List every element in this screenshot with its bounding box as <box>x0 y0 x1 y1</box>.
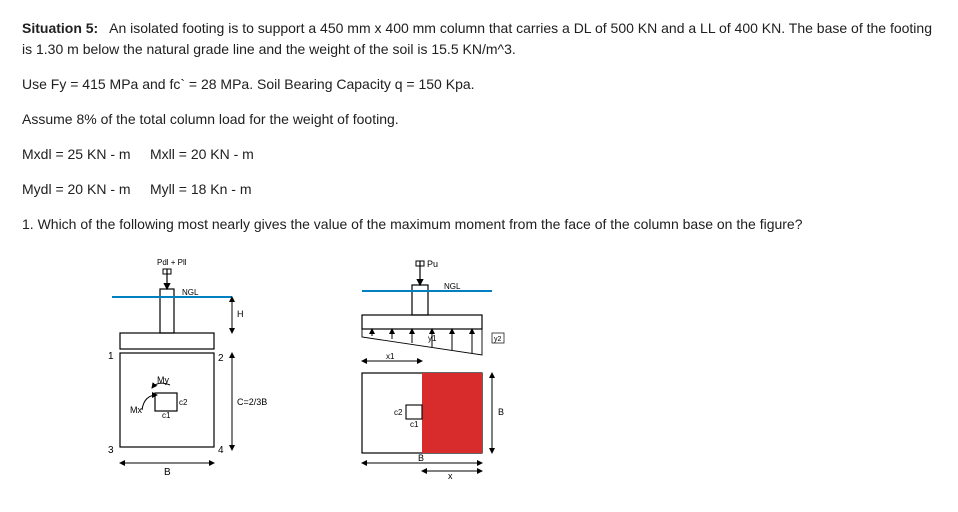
my-line: Mydl = 20 KN - m Myll = 18 Kn - m <box>22 179 936 200</box>
fig2-b-right-label: B <box>498 407 504 417</box>
intro-paragraph-1: Situation 5: An isolated footing is to s… <box>22 18 936 60</box>
intro-paragraph-2: Use Fy = 415 MPa and fc` = 28 MPa. Soil … <box>22 74 936 95</box>
situation-label: Situation 5: <box>22 20 98 36</box>
intro-paragraph-3: Assume 8% of the total column load for t… <box>22 109 936 130</box>
intro-text-1: An isolated footing is to support a 450 … <box>22 20 932 57</box>
fig2-y1-label: y1 <box>428 334 437 343</box>
fig1-mx-label: Mx <box>130 405 142 415</box>
fig2-pu-label: Pu <box>427 259 438 269</box>
fig1-b-label: B <box>164 467 171 478</box>
fig1-h-label: H <box>237 309 244 319</box>
figure-pressure: Pu NGL y1 y2 x1 <box>322 255 532 480</box>
fig1-c2-label: c2 <box>179 398 188 407</box>
fig1-c-label: C=2/3B <box>237 397 267 407</box>
fig2-c2-label: c2 <box>394 408 403 417</box>
fig2-y2-label: y2 <box>494 336 502 343</box>
fig1-top-label: Pdl + Pll <box>157 258 187 267</box>
fig2-x1-label: x1 <box>386 352 395 361</box>
fig1-my-label: My <box>157 375 169 385</box>
mx-line: Mxdl = 25 KN - m Mxll = 20 KN - m <box>22 144 936 165</box>
fig1-ngl-label: NGL <box>182 288 199 297</box>
fig1-n4: 4 <box>218 445 224 456</box>
fig2-c1-label: c1 <box>410 420 419 429</box>
fig1-n2: 2 <box>218 353 224 364</box>
figures-row: Pdl + Pll NGL H C=2/3B Mx My <box>22 255 936 480</box>
fig1-n1: 1 <box>108 351 114 362</box>
fig2-ngl-label: NGL <box>444 282 461 291</box>
fig1-n3: 3 <box>108 445 114 456</box>
figure-elevation-plan: Pdl + Pll NGL H C=2/3B Mx My <box>82 255 282 480</box>
fig2-x-label: x <box>448 471 453 480</box>
fig1-c1-label: c1 <box>162 411 171 420</box>
question-text: 1. Which of the following most nearly gi… <box>22 214 936 235</box>
fig2-b-bottom-label: B <box>418 453 424 463</box>
